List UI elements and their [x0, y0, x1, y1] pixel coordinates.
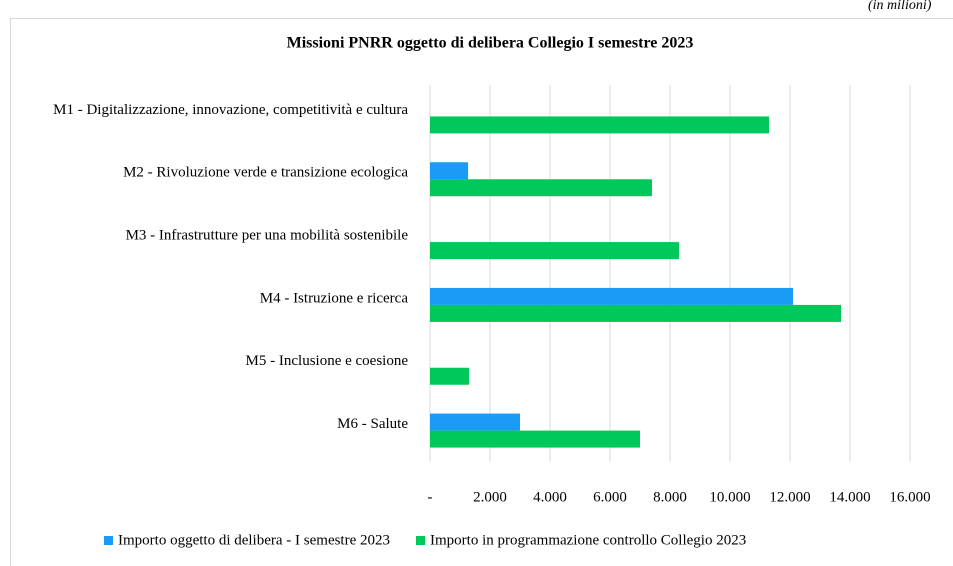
x-tick-label: 16.000: [889, 489, 930, 505]
bar: [430, 413, 520, 431]
x-tick-label: -: [428, 489, 433, 505]
x-tick-label: 8.000: [653, 489, 687, 505]
x-tick-label: 2.000: [473, 489, 507, 505]
unit-note: (in milioni): [868, 0, 932, 13]
y-tick-label: M1 - Digitalizzazione, innovazione, comp…: [53, 102, 408, 118]
legend-swatch: [416, 536, 426, 545]
y-tick-label: M4 - Istruzione e ricerca: [260, 290, 409, 306]
legend-label: Importo in programmazione controllo Coll…: [430, 532, 746, 548]
bar: [430, 116, 769, 134]
x-tick-label: 10.000: [709, 489, 750, 505]
bar: [430, 242, 679, 260]
chart-title: Missioni PNRR oggetto di delibera Colleg…: [287, 35, 694, 52]
x-tick-label: 12.000: [769, 489, 810, 505]
bar: [430, 367, 469, 385]
bar: [430, 179, 652, 197]
y-tick-label: M5 - Inclusione e coesione: [246, 353, 409, 369]
bar: [430, 304, 841, 322]
y-tick-label: M2 - Rivoluzione verde e transizione eco…: [123, 165, 408, 181]
bar: [430, 162, 469, 180]
legend-label: Importo oggetto di delibera - I semestre…: [118, 532, 390, 548]
x-tick-label: 6.000: [593, 489, 627, 505]
y-tick-label: M3 - Infrastrutture per una mobilità sos…: [126, 228, 409, 244]
y-tick-label: M6 - Salute: [337, 416, 408, 432]
bar: [430, 287, 793, 305]
x-tick-label: 14.000: [829, 489, 870, 505]
legend-swatch: [104, 536, 113, 545]
x-tick-label: 4.000: [533, 489, 567, 505]
bar: [430, 430, 640, 448]
